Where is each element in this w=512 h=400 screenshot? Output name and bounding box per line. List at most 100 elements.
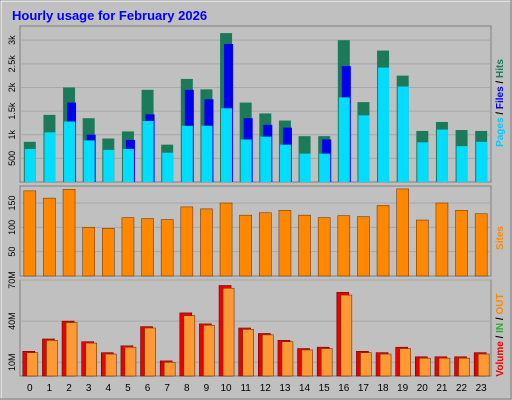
in-bar bbox=[242, 329, 254, 377]
sites-bar bbox=[435, 202, 449, 277]
x-tick-label: 8 bbox=[184, 383, 190, 394]
pages-bar bbox=[162, 152, 174, 182]
x-tick-label: 3 bbox=[86, 383, 92, 394]
x-tick-label: 23 bbox=[476, 383, 488, 394]
pages-bar bbox=[24, 148, 36, 182]
in-bar bbox=[144, 327, 156, 377]
x-tick-label: 12 bbox=[260, 383, 272, 394]
y-tick-label: 500 bbox=[7, 151, 17, 166]
in-bar bbox=[281, 341, 294, 377]
hits-label: Hits bbox=[495, 59, 506, 78]
sites-bar bbox=[317, 217, 331, 277]
in-bar bbox=[340, 294, 353, 377]
x-tick-label: 2 bbox=[66, 383, 72, 394]
sites-bar bbox=[259, 212, 272, 277]
x-tick-label: 9 bbox=[204, 383, 210, 394]
svg-text:Volume / IN / OUT: Volume / IN / OUT bbox=[495, 293, 506, 376]
in-bar bbox=[301, 349, 313, 377]
pages-bar bbox=[83, 140, 95, 182]
in-bar bbox=[222, 287, 235, 377]
pages-bar bbox=[358, 115, 370, 182]
pages-bar bbox=[299, 153, 311, 182]
x-tick-label: 17 bbox=[358, 383, 370, 394]
panel-bg bbox=[19, 279, 492, 377]
in-bar bbox=[65, 322, 78, 377]
sites-bar bbox=[298, 214, 311, 277]
sites-bar bbox=[455, 210, 468, 277]
pages-bar bbox=[319, 153, 331, 182]
in-bar bbox=[105, 353, 117, 377]
x-tick-label: 16 bbox=[338, 383, 350, 394]
sites-bar bbox=[23, 190, 37, 277]
sites-bar bbox=[239, 214, 252, 277]
in-bar bbox=[183, 315, 196, 377]
pages-bar bbox=[260, 136, 272, 182]
x-tick-label: 0 bbox=[27, 383, 33, 394]
in-bar bbox=[203, 324, 215, 377]
y-tick-label: 2k bbox=[7, 82, 17, 92]
x-tick-label: 7 bbox=[164, 383, 170, 394]
in-bar bbox=[477, 353, 490, 377]
y-tick-label: 10M bbox=[7, 354, 17, 372]
in-bar bbox=[360, 352, 372, 377]
svg-text:Pages / Files / Hits: Pages / Files / Hits bbox=[495, 59, 506, 147]
panel-0: 500 1k 1.5k 2k 2.5k 3k bbox=[7, 25, 492, 183]
sites-bar bbox=[474, 213, 488, 277]
in-bar bbox=[262, 334, 274, 377]
x-tick-label: 22 bbox=[456, 383, 468, 394]
x-tick-label: 21 bbox=[436, 383, 448, 394]
in-bar bbox=[46, 340, 58, 377]
sites-bar bbox=[62, 189, 76, 277]
panel-bg bbox=[19, 185, 492, 277]
sites-bar bbox=[376, 205, 390, 277]
sites-bar bbox=[200, 208, 213, 277]
y-tick-label: 40M bbox=[7, 312, 17, 330]
panel-2: 10M 40M 70M bbox=[7, 271, 492, 377]
y-tick-label: 3k bbox=[7, 35, 17, 45]
pages-bar bbox=[122, 148, 134, 182]
y-tick-label: 150 bbox=[7, 196, 17, 211]
sites-bar bbox=[219, 202, 233, 277]
volume-label: Volume bbox=[495, 341, 506, 377]
in-bar bbox=[419, 357, 431, 377]
in-bar bbox=[124, 346, 137, 377]
pages-bar bbox=[64, 121, 76, 182]
x-tick-label: 1 bbox=[47, 383, 53, 394]
sites-bar bbox=[357, 216, 370, 277]
pages-bar bbox=[240, 139, 252, 182]
in-bar bbox=[458, 357, 470, 377]
out-label: OUT bbox=[495, 293, 506, 314]
x-tick-label: 11 bbox=[240, 383, 251, 394]
in-bar bbox=[320, 348, 333, 377]
pages-bar bbox=[279, 144, 291, 182]
sites-bar bbox=[82, 227, 95, 277]
files-label: Files bbox=[495, 86, 506, 109]
right-label-bottom: Volume / IN / OUT bbox=[495, 293, 506, 376]
sites-bar bbox=[102, 228, 115, 277]
pages-bar bbox=[397, 86, 409, 182]
right-label-top: Pages / Files / Hits bbox=[495, 59, 506, 147]
pages-bar bbox=[476, 141, 488, 182]
pages-bar bbox=[456, 146, 468, 182]
in-bar bbox=[85, 342, 97, 377]
x-tick-label: 5 bbox=[125, 383, 131, 394]
x-tick-label: 10 bbox=[221, 383, 233, 394]
y-tick-label: 2.5k bbox=[7, 55, 17, 73]
sites-bar bbox=[43, 197, 56, 277]
in-bar bbox=[399, 348, 411, 377]
y-tick-label: 50 bbox=[7, 247, 17, 257]
pages-bar bbox=[221, 108, 233, 182]
sites-bar bbox=[337, 215, 351, 277]
pages-bar bbox=[103, 149, 115, 182]
x-tick-label: 20 bbox=[417, 383, 429, 394]
panel-1: 50 100 150 bbox=[7, 185, 492, 277]
sites-bar bbox=[278, 210, 292, 277]
y-tick-label: 70M bbox=[7, 271, 17, 289]
panel-bg bbox=[19, 25, 492, 183]
pages-bar bbox=[378, 67, 390, 182]
pages-bar bbox=[181, 125, 193, 182]
sites-bar bbox=[160, 219, 174, 277]
svg-text:Sites: Sites bbox=[495, 226, 506, 250]
pages-bar bbox=[436, 129, 448, 182]
